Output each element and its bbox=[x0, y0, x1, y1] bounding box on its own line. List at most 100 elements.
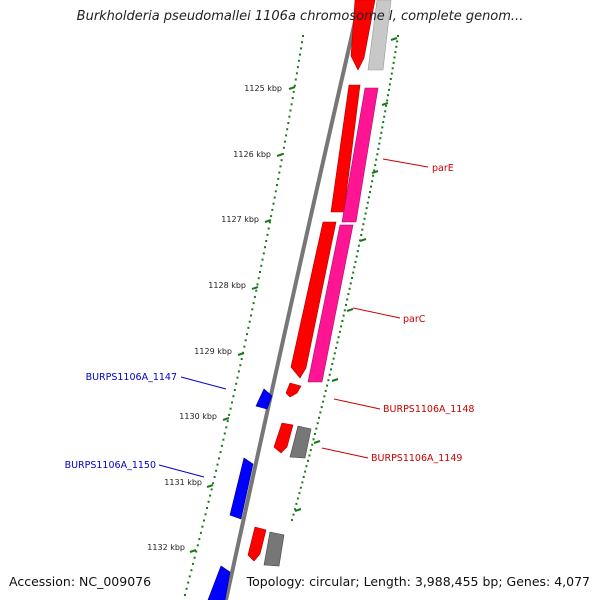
gene-parC-red[interactable] bbox=[290, 221, 337, 379]
ruler-tick bbox=[185, 587, 188, 590]
leader-1149 bbox=[321, 447, 369, 459]
ruler-tick bbox=[233, 389, 236, 391]
ruler-tick bbox=[218, 457, 220, 460]
gene-label-parE[interactable]: parE bbox=[432, 163, 454, 174]
ruler-tick bbox=[311, 443, 314, 446]
gene-label-BURPS1106A_1149[interactable]: BURPS1106A_1149 bbox=[371, 453, 462, 464]
ruler-tick bbox=[239, 364, 242, 367]
gene-parC-cds[interactable] bbox=[307, 224, 354, 383]
gene-BURPS1106A_1150[interactable] bbox=[229, 457, 254, 520]
ruler-labels: 1125 kbp 1126 kbp 1127 kbp 1128 kbp 1129… bbox=[147, 84, 282, 552]
inner-tick-track bbox=[184, 35, 304, 596]
gene-top-faded[interactable] bbox=[367, 0, 392, 71]
ruler-label-1129: 1129 kbp bbox=[194, 347, 232, 356]
ruler-tick bbox=[396, 40, 399, 43]
ruler-tick bbox=[299, 486, 302, 489]
ruler-tick bbox=[236, 376, 239, 379]
ruler-tick bbox=[296, 497, 299, 500]
ruler-tick bbox=[259, 271, 261, 273]
ruler-tick bbox=[312, 438, 315, 441]
ruler-tick bbox=[351, 277, 353, 279]
ruler-tick bbox=[272, 202, 275, 205]
ruler-tick bbox=[361, 228, 364, 231]
ruler-tick bbox=[316, 422, 319, 425]
ruler-tick bbox=[207, 500, 210, 503]
gene-label-BURPS1106A_1148[interactable]: BURPS1106A_1148 bbox=[383, 404, 474, 415]
ruler-tick bbox=[257, 277, 260, 280]
ruler-major-tick bbox=[331, 378, 339, 382]
ruler-tick bbox=[276, 184, 278, 187]
gene-label-BURPS1106A_1147[interactable]: BURPS1106A_1147 bbox=[86, 372, 177, 383]
ruler-tick bbox=[288, 115, 291, 118]
ruler-major-tick bbox=[264, 219, 272, 223]
ruler-tick bbox=[367, 196, 370, 199]
ruler-tick bbox=[298, 492, 301, 495]
ruler-tick bbox=[360, 234, 363, 236]
leader-1147 bbox=[180, 376, 227, 390]
ruler-tick bbox=[287, 122, 290, 124]
ruler-tick bbox=[216, 463, 219, 466]
ruler-tick bbox=[319, 411, 322, 414]
ruler-tick bbox=[293, 84, 296, 87]
ruler-tick bbox=[206, 507, 208, 509]
ruler-tick bbox=[327, 379, 330, 382]
ruler-tick bbox=[251, 308, 254, 311]
ruler-tick bbox=[184, 594, 186, 596]
ruler-tick bbox=[260, 264, 263, 267]
ruler-major-tick bbox=[251, 286, 259, 290]
ruler-tick bbox=[296, 66, 299, 69]
ruler-tick bbox=[240, 358, 243, 360]
gene-bottom-blue[interactable] bbox=[207, 565, 231, 600]
gene-BURPS1106A_1147[interactable] bbox=[255, 388, 273, 410]
topology-summary: Topology: circular; Length: 3,988,455 bp… bbox=[246, 574, 590, 589]
ruler-tick bbox=[313, 433, 316, 435]
ruler-tick bbox=[294, 78, 297, 81]
gene-BURPS1106A_1149-grey[interactable] bbox=[289, 425, 312, 459]
ruler-tick bbox=[247, 326, 250, 329]
gene-bottom-red[interactable] bbox=[247, 526, 267, 562]
ruler-tick bbox=[302, 35, 304, 37]
ruler-tick bbox=[304, 470, 307, 473]
ruler-tick bbox=[372, 174, 375, 177]
ruler-tick bbox=[376, 153, 379, 156]
ruler-tick bbox=[345, 303, 347, 306]
ruler-tick bbox=[271, 208, 274, 211]
ruler-tick bbox=[378, 142, 381, 145]
leader-parE bbox=[382, 158, 429, 168]
ruler-major-tick bbox=[390, 37, 398, 41]
ruler-tick bbox=[326, 384, 329, 387]
ruler-tick bbox=[291, 97, 294, 100]
ruler-tick bbox=[330, 368, 332, 371]
ruler-tick bbox=[302, 476, 305, 478]
ruler-tick bbox=[390, 72, 393, 75]
gene-labels: parE parC BURPS1106A_1148 BURPS1106A_114… bbox=[65, 163, 475, 471]
leader-1148 bbox=[333, 398, 381, 410]
gene-BURPS1106A_1149-red[interactable] bbox=[273, 422, 294, 454]
gene-bottom-grey[interactable] bbox=[263, 531, 285, 567]
ruler-tick bbox=[294, 508, 296, 511]
gene-parE-cds[interactable] bbox=[341, 87, 379, 223]
gene-BURPS1106A_1148[interactable] bbox=[285, 382, 302, 398]
genome-backbone bbox=[224, 0, 362, 600]
ruler-major-tick bbox=[288, 86, 296, 90]
ruler-major-tick bbox=[206, 484, 214, 488]
ruler-tick bbox=[338, 330, 341, 333]
ruler-tick bbox=[292, 90, 295, 93]
label-leaders bbox=[158, 158, 429, 478]
ruler-tick bbox=[384, 110, 387, 113]
ruler-tick bbox=[322, 400, 325, 403]
ruler-tick bbox=[393, 56, 396, 59]
ruler-tick bbox=[291, 519, 293, 521]
gene-label-BURPS1106A_1150[interactable]: BURPS1106A_1150 bbox=[65, 460, 156, 471]
ruler-tick bbox=[190, 569, 193, 572]
ruler-tick bbox=[256, 283, 259, 286]
ruler-tick bbox=[308, 454, 311, 457]
ruler-tick bbox=[213, 476, 216, 478]
ruler-tick bbox=[301, 41, 303, 44]
gene-top-red[interactable] bbox=[350, 0, 376, 71]
gene-label-parC[interactable]: parC bbox=[403, 314, 426, 325]
ruler-label-1126: 1126 kbp bbox=[233, 150, 271, 159]
ruler-tick bbox=[383, 115, 386, 118]
ruler-tick bbox=[285, 134, 288, 137]
